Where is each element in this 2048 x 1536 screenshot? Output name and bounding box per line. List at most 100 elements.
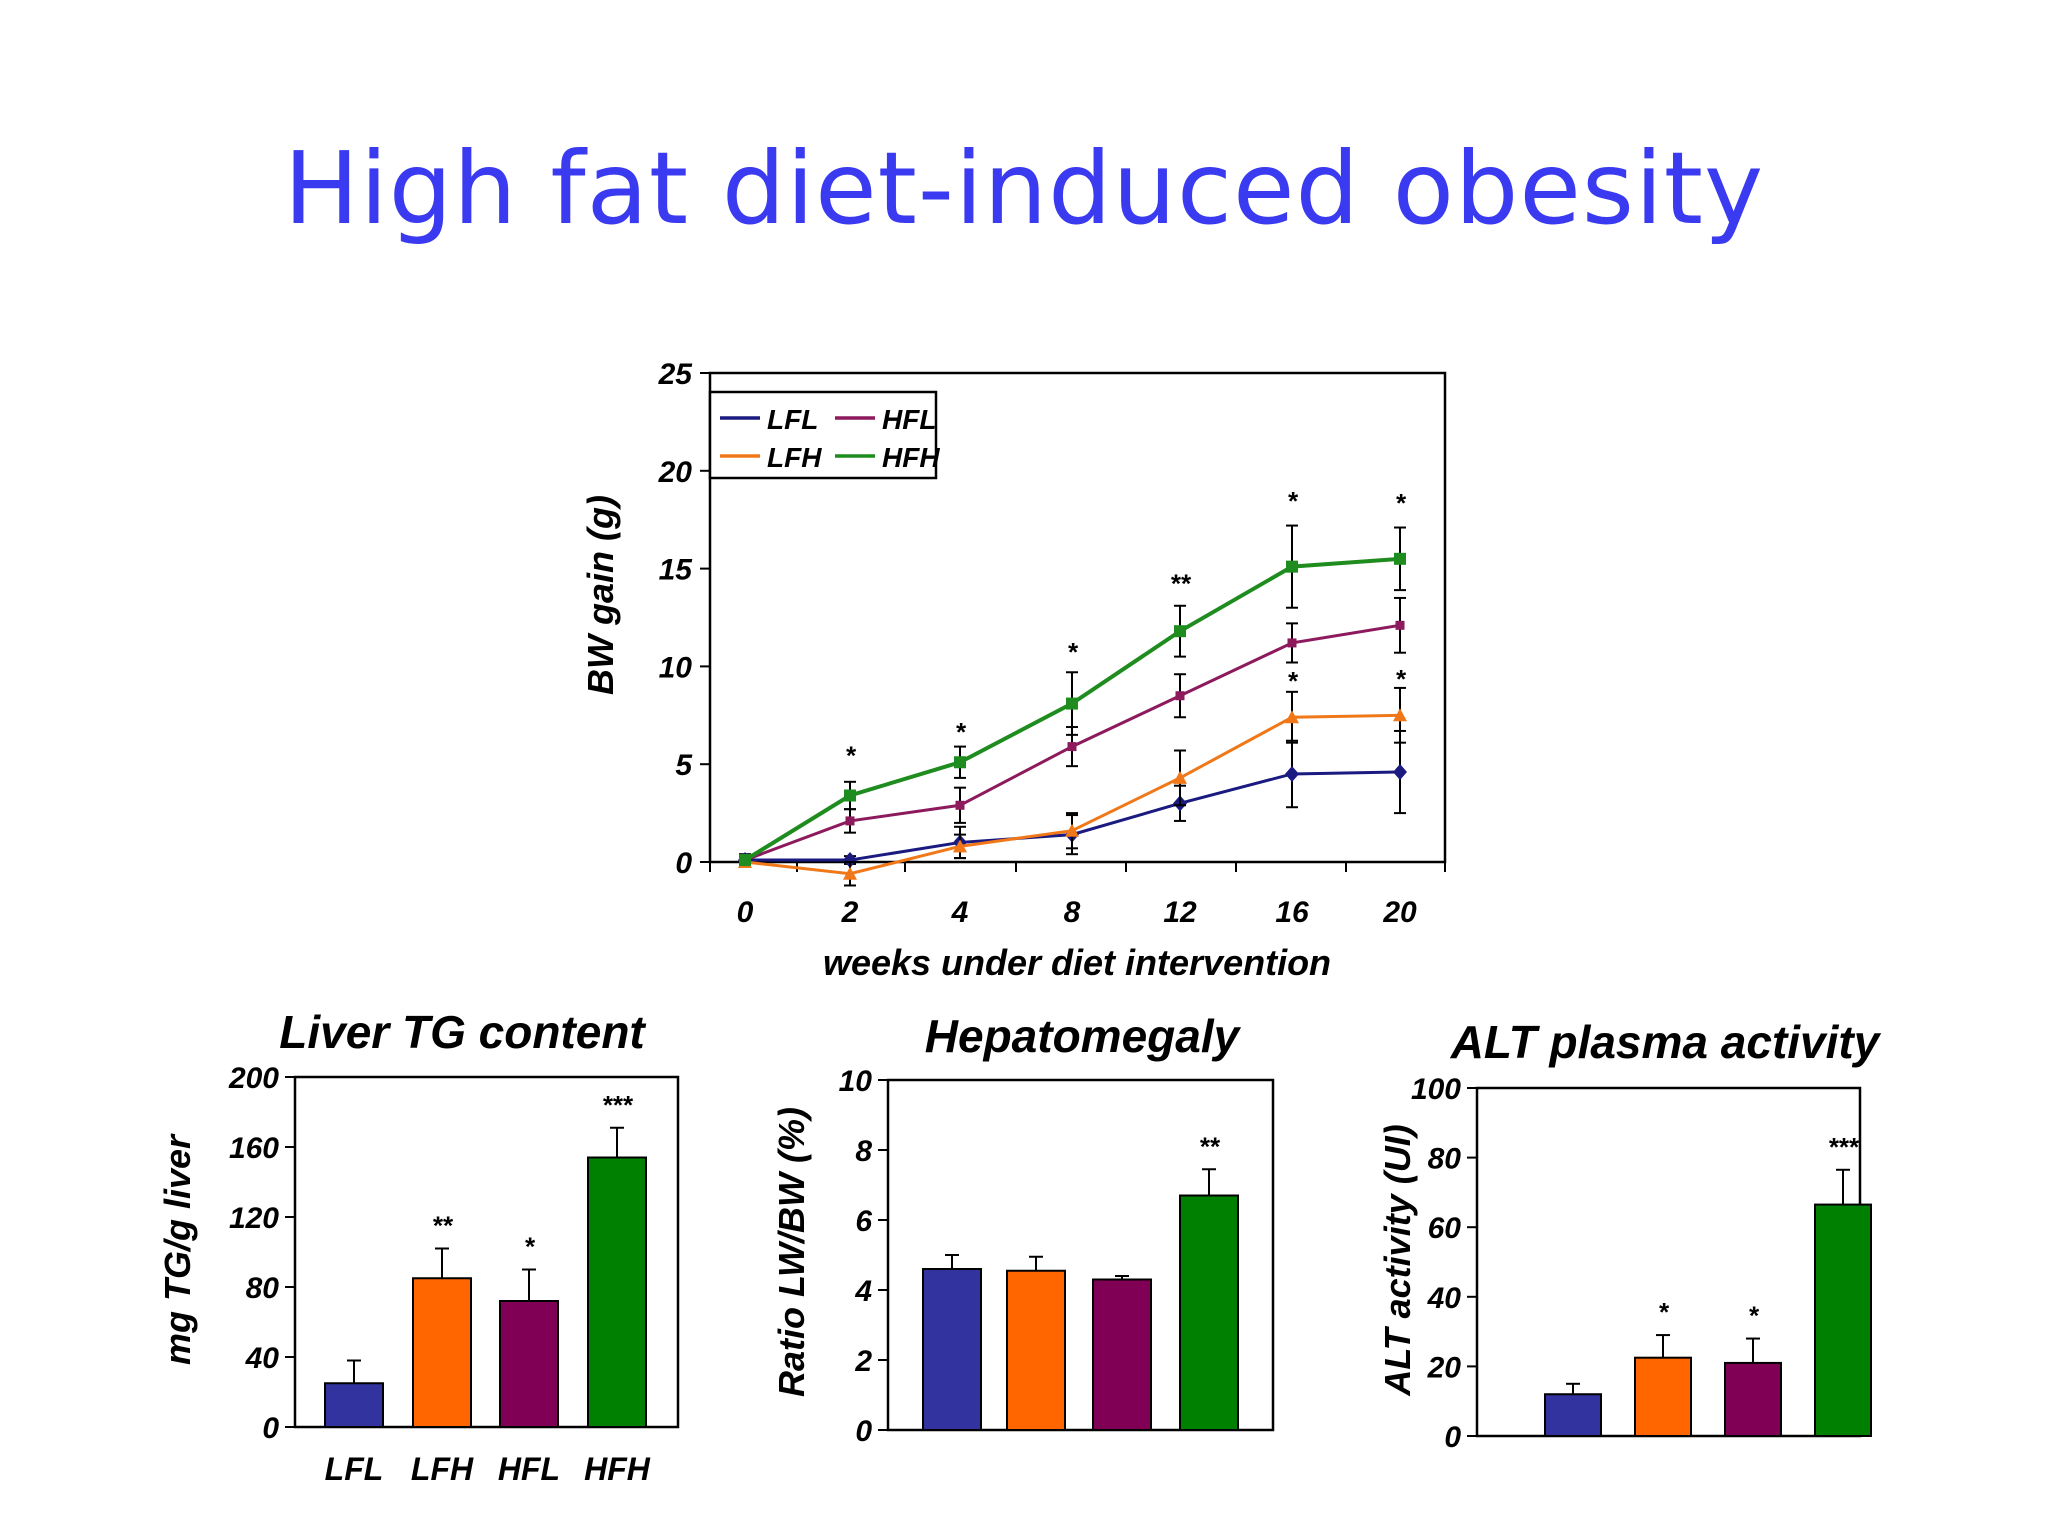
plot-frame xyxy=(708,371,1447,864)
data-point xyxy=(953,839,967,853)
y-tick-label: 10 xyxy=(659,651,693,684)
y-tick-label: 80 xyxy=(1428,1143,1462,1176)
alt-activity-chart: ALT plasma activity 0 20 40 60 80 100 ALT activ… xyxy=(1377,1016,1882,1454)
category-label: HFL xyxy=(498,1451,560,1487)
data-point xyxy=(1173,770,1187,784)
category-label: HFH xyxy=(584,1451,651,1487)
x-tick-label: 0 xyxy=(737,896,754,929)
legend-label-hfl: HFL xyxy=(882,404,936,435)
significance-mark: * xyxy=(1395,488,1407,518)
bar-lfh xyxy=(1006,1269,1066,1431)
plot-frame xyxy=(293,1075,680,1429)
y-tick-label: 0 xyxy=(855,1415,872,1448)
y-tick-label: 20 xyxy=(1427,1351,1462,1384)
significance-mark: *** xyxy=(1828,1132,1860,1162)
significance-mark: * xyxy=(1748,1301,1760,1331)
category-label: LFH xyxy=(411,1451,474,1487)
y-axis-label: Ratio LW/BW (%) xyxy=(771,1107,812,1397)
y-tick-label: 40 xyxy=(1427,1282,1462,1315)
data-point xyxy=(844,789,856,802)
legend-label-lfh: LFH xyxy=(767,442,822,473)
data-point xyxy=(1287,638,1297,648)
y-tick-label: 4 xyxy=(854,1275,872,1308)
x-tick-label: 12 xyxy=(1163,896,1197,929)
y-tick-label: 8 xyxy=(855,1135,872,1168)
data-point xyxy=(1066,697,1078,710)
y-axis-label: mg TG/g liver xyxy=(157,1133,198,1365)
data-point xyxy=(739,854,751,867)
data-point xyxy=(1067,742,1077,752)
y-tick-label: 60 xyxy=(1428,1212,1462,1245)
bar-hfl xyxy=(1724,1361,1782,1438)
x-tick-label: 8 xyxy=(1064,896,1081,929)
bar-lfl xyxy=(1544,1393,1602,1437)
y-tick-label: 40 xyxy=(245,1342,280,1375)
y-tick-label: 5 xyxy=(675,749,693,782)
bar-hfh xyxy=(1179,1194,1239,1431)
significance-mark: * xyxy=(1067,637,1079,667)
data-point xyxy=(1175,691,1185,701)
y-tick-label: 100 xyxy=(1411,1073,1461,1106)
data-point xyxy=(1285,710,1299,724)
y-tick-label: 10 xyxy=(839,1065,873,1098)
legend: LFL HFL LFH HFH xyxy=(708,390,940,480)
significance-mark: * xyxy=(845,740,857,770)
x-tick-label: 20 xyxy=(1382,896,1417,929)
y-tick-label: 20 xyxy=(658,456,693,489)
bar-lfl xyxy=(324,1382,384,1428)
y-tick-label: 15 xyxy=(659,554,694,587)
chart-title: ALT plasma activity xyxy=(1450,1016,1882,1068)
x-axis-label: weeks under diet intervention xyxy=(823,942,1331,983)
bar-hfh xyxy=(1814,1203,1872,1437)
category-label: LFL xyxy=(325,1451,384,1487)
data-point xyxy=(843,852,857,869)
data-point xyxy=(845,816,855,826)
y-tick-label: 120 xyxy=(229,1202,279,1235)
significance-mark: ** xyxy=(1170,568,1192,598)
x-tick-label: 2 xyxy=(841,896,859,929)
y-tick-label: 25 xyxy=(658,358,694,391)
x-tick-label: 4 xyxy=(951,896,969,929)
significance-mark: ** xyxy=(1199,1131,1221,1161)
significance-mark: * xyxy=(1395,664,1407,694)
bw-gain-chart: 0 5 10 15 20 25 0 2 4 8 12 16 20 weeks under diet int… xyxy=(580,358,1447,983)
data-point xyxy=(955,800,965,810)
hepatomegaly-chart: Hepatomegaly 0 2 4 6 8 10 Ratio LW/BW (%) ** xyxy=(771,1010,1275,1448)
y-tick-label: 160 xyxy=(229,1132,279,1165)
y-tick-label: 0 xyxy=(262,1412,279,1445)
y-tick-label: 6 xyxy=(855,1205,872,1238)
y-axis-label: ALT activity (UI) xyxy=(1377,1124,1418,1396)
data-point xyxy=(1285,765,1299,782)
bar-lfh xyxy=(412,1277,472,1428)
legend-label-lfl: LFL xyxy=(767,404,818,435)
significance-mark: * xyxy=(1287,486,1299,516)
bar-hfl xyxy=(1092,1278,1152,1431)
data-point xyxy=(843,866,857,880)
significance-mark: * xyxy=(524,1232,536,1262)
chart-title: Hepatomegaly xyxy=(925,1010,1242,1062)
bar-hfl xyxy=(499,1300,559,1428)
y-tick-label: 200 xyxy=(228,1062,279,1095)
data-point xyxy=(1286,560,1298,573)
legend-label-hfh: HFH xyxy=(882,442,940,473)
data-point xyxy=(1174,625,1186,638)
data-point xyxy=(1065,823,1079,837)
significance-mark: * xyxy=(1658,1297,1670,1327)
y-tick-label: 0 xyxy=(1444,1421,1461,1454)
data-point xyxy=(1394,552,1406,565)
y-tick-label: 80 xyxy=(246,1272,280,1305)
legend-box xyxy=(708,390,938,480)
bar-hfh xyxy=(587,1156,647,1428)
liver-tg-chart: Liver TG content 0 40 80 120 160 200 mg TG/g li… xyxy=(157,1006,680,1487)
data-point xyxy=(1393,708,1407,722)
series-hfh xyxy=(739,524,1406,867)
y-tick-label: 2 xyxy=(854,1345,872,1378)
significance-mark: * xyxy=(1287,666,1299,696)
chart-title: Liver TG content xyxy=(279,1006,646,1058)
plot-frame xyxy=(886,1078,1275,1432)
data-point xyxy=(1395,620,1405,630)
significance-mark: * xyxy=(955,717,967,747)
significance-mark: *** xyxy=(602,1090,634,1120)
y-tick-label: 0 xyxy=(675,847,692,880)
